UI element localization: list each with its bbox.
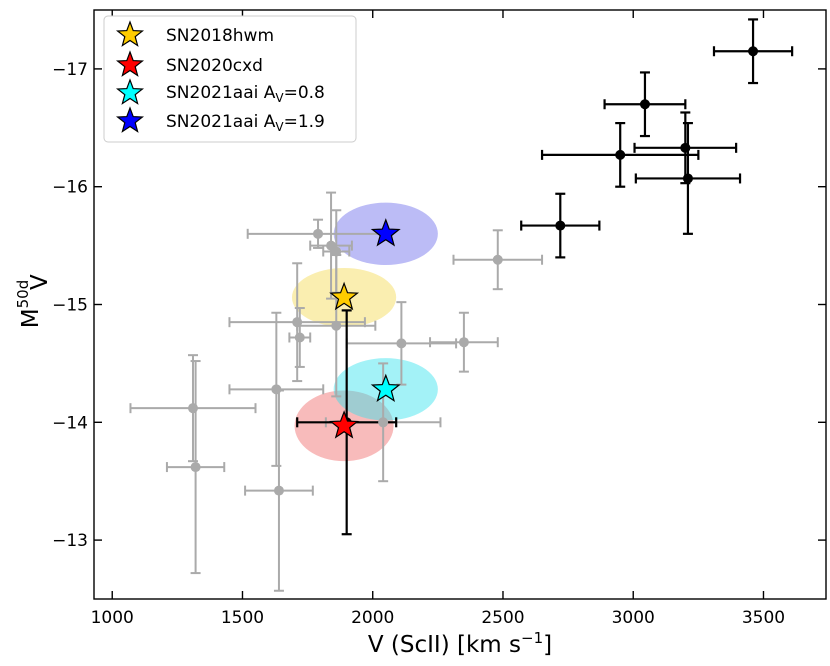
gray-point-4	[292, 317, 303, 328]
legend-label-sn2018hwm: SN2018hwm	[166, 26, 274, 46]
star-sn2021aai-a-v-0-8	[370, 373, 401, 402]
star-sn2018hwm	[329, 281, 360, 311]
black-point-1	[639, 99, 650, 110]
black-point-2	[615, 149, 626, 160]
gray-point-8	[458, 337, 469, 348]
black-point-4	[682, 173, 693, 184]
legend-label-sn2020cxd: SN2020cxd	[166, 56, 263, 76]
x-tick-label-1500: 1500	[221, 608, 264, 628]
gray-point-5	[331, 320, 342, 331]
svg-text:M50d: M50d	[14, 280, 44, 328]
gray-point-11	[378, 417, 389, 428]
y-tick-label-16: −16	[52, 178, 88, 198]
x-axis-title: V (ScII) [km s−1]	[368, 629, 552, 658]
y-tick-label-17: −17	[52, 60, 88, 80]
gray-point-2	[331, 246, 342, 257]
black-point-3	[680, 142, 691, 153]
gray-point-0	[313, 228, 324, 239]
black-point-5	[555, 220, 566, 231]
legend-label-sn2021aai-av19: SN2021aai AV=1.9	[166, 112, 325, 134]
legend-label-sn2021aai-av08: SN2021aai AV=0.8	[166, 83, 325, 105]
y-tick-label-15: −15	[52, 296, 88, 316]
x-tick-label-2000: 2000	[351, 608, 394, 628]
gray-point-9	[271, 384, 282, 395]
y-tick-label-13: −13	[52, 531, 88, 551]
star-layer	[329, 218, 401, 439]
x-tick-label-3500: 3500	[742, 608, 785, 628]
legend-entry-sn2018hwm: SN2018hwm	[115, 20, 274, 47]
y-axis: −13 −14 −15 −16 −17	[52, 60, 826, 551]
legend-box	[103, 15, 357, 143]
gray-point-7	[396, 338, 407, 349]
legend-star-sn2021aai-av08	[115, 78, 145, 105]
star-sn2020cxd	[329, 410, 360, 439]
gray-point-12	[190, 462, 201, 473]
x-tick-label-2500: 2500	[481, 608, 524, 628]
legend-entry-sn2021aai-av08: SN2021aai AV=0.8	[115, 78, 325, 105]
gray-point-3	[492, 254, 503, 265]
black-point-0	[748, 46, 759, 57]
svg-text:V: V	[27, 274, 53, 290]
point-layer	[187, 46, 759, 496]
legend-entry-sn2020cxd: SN2020cxd	[115, 50, 263, 77]
legend-star-sn2020cxd	[115, 50, 145, 77]
legend-star-sn2018hwm	[115, 20, 145, 47]
x-axis: 1000 1500 2000 2500 3000 3500	[91, 10, 785, 628]
y-tick-label-14: −14	[52, 413, 88, 433]
x-tick-label-3000: 3000	[612, 608, 655, 628]
x-tick-label-1000: 1000	[91, 608, 134, 628]
gray-point-13	[273, 485, 284, 496]
legend-star-sn2021aai-av19	[115, 106, 145, 133]
y-axis-title: M50d V	[14, 274, 53, 328]
legend-entry-sn2021aai-av19: SN2021aai AV=1.9	[115, 106, 325, 134]
star-sn2021aai-a-v-1-9	[370, 218, 401, 247]
gray-point-6	[294, 332, 305, 343]
gray-point-10	[187, 403, 198, 414]
legend: SN2018hwm SN2020cxd SN2021aai AV=0.8 SN2…	[103, 15, 357, 143]
